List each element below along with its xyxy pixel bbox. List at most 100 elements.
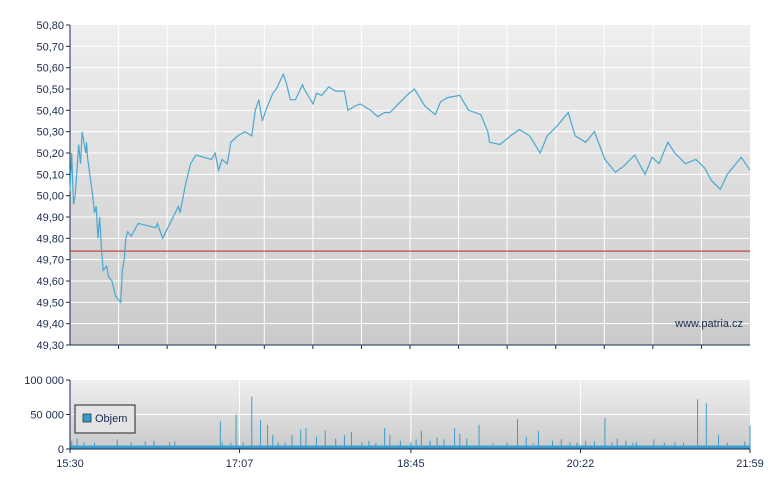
volume-bar	[653, 439, 655, 449]
legend-box	[74, 404, 136, 434]
price-y-tick-label: 49,40	[36, 319, 64, 331]
volume-bar	[221, 442, 223, 449]
volume-bar	[478, 424, 480, 449]
volume-bar	[625, 440, 627, 449]
volume-bar	[749, 425, 751, 449]
volume-bar	[230, 442, 232, 449]
price-y-tick-label: 49,70	[36, 255, 64, 267]
volume-bar	[235, 414, 237, 449]
volume-bar	[324, 430, 326, 449]
volume-bar	[718, 435, 720, 449]
price-y-tick-label: 50,80	[36, 20, 64, 32]
volume-bar	[410, 442, 412, 449]
volume-bar	[153, 440, 155, 449]
volume-bar	[560, 439, 562, 449]
price-y-tick-label: 49,50	[36, 297, 64, 309]
volume-bar	[93, 442, 95, 449]
volume-bar	[459, 433, 461, 449]
volume-bar	[116, 439, 118, 449]
volume-bar	[663, 442, 665, 449]
volume-bar	[593, 441, 595, 449]
volume-bar	[726, 442, 728, 449]
volume-bar	[632, 442, 634, 449]
price-y-tick-label: 50,20	[36, 148, 64, 160]
x-tick-label: 20:22	[567, 458, 595, 470]
price-y-tick-label: 50,60	[36, 63, 64, 75]
price-y-tick-label: 50,70	[36, 41, 64, 53]
volume-bar	[415, 439, 417, 449]
volume-bar	[616, 438, 618, 449]
price-y-tick-label: 49,90	[36, 212, 64, 224]
price-y-tick-label: 50,10	[36, 169, 64, 181]
price-y-tick-label: 50,50	[36, 84, 64, 96]
volume-bar	[375, 442, 377, 449]
x-tick-label: 21:59	[736, 458, 764, 470]
volume-y-tick-label: 0	[58, 444, 64, 456]
watermark: www.patria.cz	[674, 318, 743, 330]
volume-bar	[219, 421, 221, 449]
volume-bar	[429, 440, 431, 449]
volume-bar	[315, 436, 317, 449]
volume-bar	[537, 431, 539, 449]
volume-bar	[284, 442, 286, 449]
volume-bar	[517, 419, 519, 449]
volume-bar	[551, 440, 553, 449]
price-y-tick-label: 50,30	[36, 127, 64, 139]
volume-bar	[305, 428, 307, 449]
volume-y-tick-label: 50 000	[30, 410, 64, 422]
volume-bar	[368, 440, 370, 449]
volume-bar	[361, 442, 363, 449]
volume-bar	[291, 435, 293, 449]
price-series-line	[69, 72, 751, 304]
volume-bar	[604, 417, 606, 449]
price-y-tick-label: 49,60	[36, 276, 64, 288]
volume-bar	[71, 440, 73, 449]
price-y-tick-label: 49,30	[36, 340, 64, 352]
volume-bar	[525, 436, 527, 449]
price-y-tick-label: 50,40	[36, 105, 64, 117]
legend-label: Objem	[95, 413, 127, 425]
volume-bar	[343, 435, 345, 449]
volume-bar	[569, 442, 571, 449]
volume-bar	[576, 442, 578, 449]
volume-bar	[399, 440, 401, 449]
volume-bar	[300, 429, 302, 449]
x-tick-label: 15:30	[56, 458, 84, 470]
volume-bar	[384, 428, 386, 449]
volume-bar	[335, 438, 337, 449]
volume-bar	[454, 428, 456, 449]
volume-bar	[251, 396, 253, 449]
volume-bar	[611, 442, 613, 449]
volume-bar	[277, 442, 279, 449]
volume-bar	[420, 431, 422, 449]
x-tick-label: 18:45	[397, 458, 425, 470]
volume-bar	[350, 431, 352, 449]
legend: Objem	[74, 404, 136, 434]
volume-bar	[272, 435, 274, 449]
volume-bar	[585, 440, 587, 449]
volume-bar	[635, 442, 637, 449]
volume-bar	[436, 437, 438, 449]
volume-bar	[466, 438, 468, 449]
volume-baseline-bars	[70, 445, 750, 449]
volume-bar	[130, 442, 132, 449]
volume-bar	[506, 442, 508, 449]
volume-y-tick-label: 100 000	[24, 375, 64, 387]
volume-bar	[76, 438, 78, 449]
volume-bar	[683, 442, 685, 449]
volume-bar	[443, 439, 445, 449]
volume-bar	[744, 441, 746, 449]
x-tick-label: 17:07	[226, 458, 254, 470]
volume-bar	[242, 442, 244, 449]
volume-bar	[674, 442, 676, 449]
volume-bar	[697, 399, 699, 449]
volume-bar	[169, 442, 171, 449]
price-y-tick-label: 50,00	[36, 191, 64, 203]
volume-bar	[389, 435, 391, 449]
legend-swatch	[82, 413, 92, 423]
volume-bar	[705, 403, 707, 449]
volume-bar	[267, 424, 269, 449]
price-chart: 50,80 50,70 50,60 50,50 50,40 50,30 50,20 50,10…	[36, 20, 751, 352]
